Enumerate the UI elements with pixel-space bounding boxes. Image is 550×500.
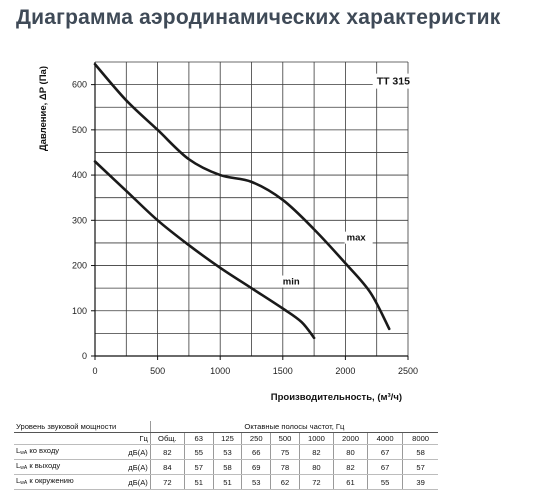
table-row: LwA ко входу дБ(A) 82 55 53 66 75 82 80 … [14,444,438,460]
series-line-min [93,160,316,340]
x-tick-label: 2500 [398,366,418,376]
row-label: LwA ко входу [14,444,106,460]
row-unit: дБ(A) [105,444,151,460]
table-row: LwA к окружению дБ(A) 72 51 51 53 62 72 … [14,474,438,490]
series-label-min: min [283,277,300,288]
band-header: 8000 [402,432,438,445]
table-cell: 57 [402,459,438,475]
table-cell: 53 [241,474,271,490]
header-unit: Гц [105,432,151,445]
sound-power-table: Уровень звуковой мощности Октавные полос… [14,421,438,490]
table-cell: 58 [402,444,438,460]
y-tick-label: 600 [72,80,87,90]
x-tick-label: 1000 [210,366,230,376]
table-cell: 80 [332,444,368,460]
band-header: 250 [241,432,271,445]
table-row: LwA к выходу дБ(A) 84 57 58 69 78 80 82 … [14,459,438,475]
table-cell: 62 [270,474,300,490]
x-tick-label: 0 [92,366,97,376]
series-label-bg [280,275,309,288]
table-cell: 82 [332,459,368,475]
table-cell: 80 [298,459,334,475]
table-cell: 67 [367,444,403,460]
series-label-bg [344,231,373,244]
table-cell: 78 [270,459,300,475]
series-line-max [93,62,391,331]
band-header: 63 [183,432,214,445]
row-label: LwA к окружению [14,474,106,490]
chart-grid [94,61,409,357]
table-cell: 55 [367,474,403,490]
band-header: 125 [212,432,242,445]
table-cell: 67 [367,459,403,475]
page-title: Диаграмма аэродинамических характеристик [16,6,501,29]
bands-caption: Октавные полосы частот, Гц [149,421,438,433]
table-cell: 53 [212,444,242,460]
table-cell: 66 [241,444,271,460]
y-tick-label: 0 [82,351,87,361]
y-axis-label: Давление, ΔP (Па) [38,66,49,151]
table-cell: 69 [241,459,271,475]
x-tick-label: 1500 [273,366,293,376]
table-cell: 58 [212,459,242,475]
y-tick-label: 300 [72,215,87,225]
table-cell: 51 [212,474,242,490]
y-tick-label: 500 [72,125,87,135]
model-label-bg [372,73,421,89]
table-cell: 75 [270,444,300,460]
table-cell: 61 [332,474,368,490]
table-cell: 82 [149,444,185,460]
band-header: Общ. [149,432,185,445]
model-label: TT 315 [377,76,410,88]
row-label: LwA к выходу [14,459,106,475]
x-tick-label: 2000 [335,366,355,376]
table-title-row: Уровень звуковой мощности Октавные полос… [14,421,438,433]
x-axis-label: Производительность, (м³/ч) [271,392,402,403]
table-cell: 51 [183,474,214,490]
table-cell: 72 [298,474,334,490]
table-cell: 39 [402,474,438,490]
table-cell: 82 [298,444,334,460]
band-header: 4000 [367,432,403,445]
chart-annotations: Производительность, (м³/ч) Давление, ΔP (… [38,66,421,403]
sound-power-heading: Уровень звуковой мощности [14,421,151,433]
series-label-max: max [347,233,367,244]
y-tick-label: 100 [72,306,87,316]
table-cell: 72 [149,474,185,490]
header-blank [14,432,106,445]
chart-tick-labels: 0 500 1000 1500 2000 2500 0 100 200 300 400 500 600 [72,80,418,376]
table-cell: 57 [183,459,214,475]
table-header-row: Гц Общ. 63 125 250 500 1000 2000 4000 80… [14,432,438,445]
row-unit: дБ(A) [105,459,151,475]
table-cell: 55 [183,444,214,460]
y-tick-label: 200 [72,261,87,271]
performance-chart: 0 500 1000 1500 2000 25000100200300400500600 … [38,61,421,403]
row-unit: дБ(A) [105,474,151,490]
chart-axes [91,62,409,360]
band-header: 1000 [298,432,334,445]
table-cell: 84 [149,459,185,475]
x-tick-label: 500 [150,366,165,376]
band-header: 500 [270,432,300,445]
chart-series [93,62,391,340]
band-header: 2000 [332,432,368,445]
y-tick-label: 400 [72,170,87,180]
